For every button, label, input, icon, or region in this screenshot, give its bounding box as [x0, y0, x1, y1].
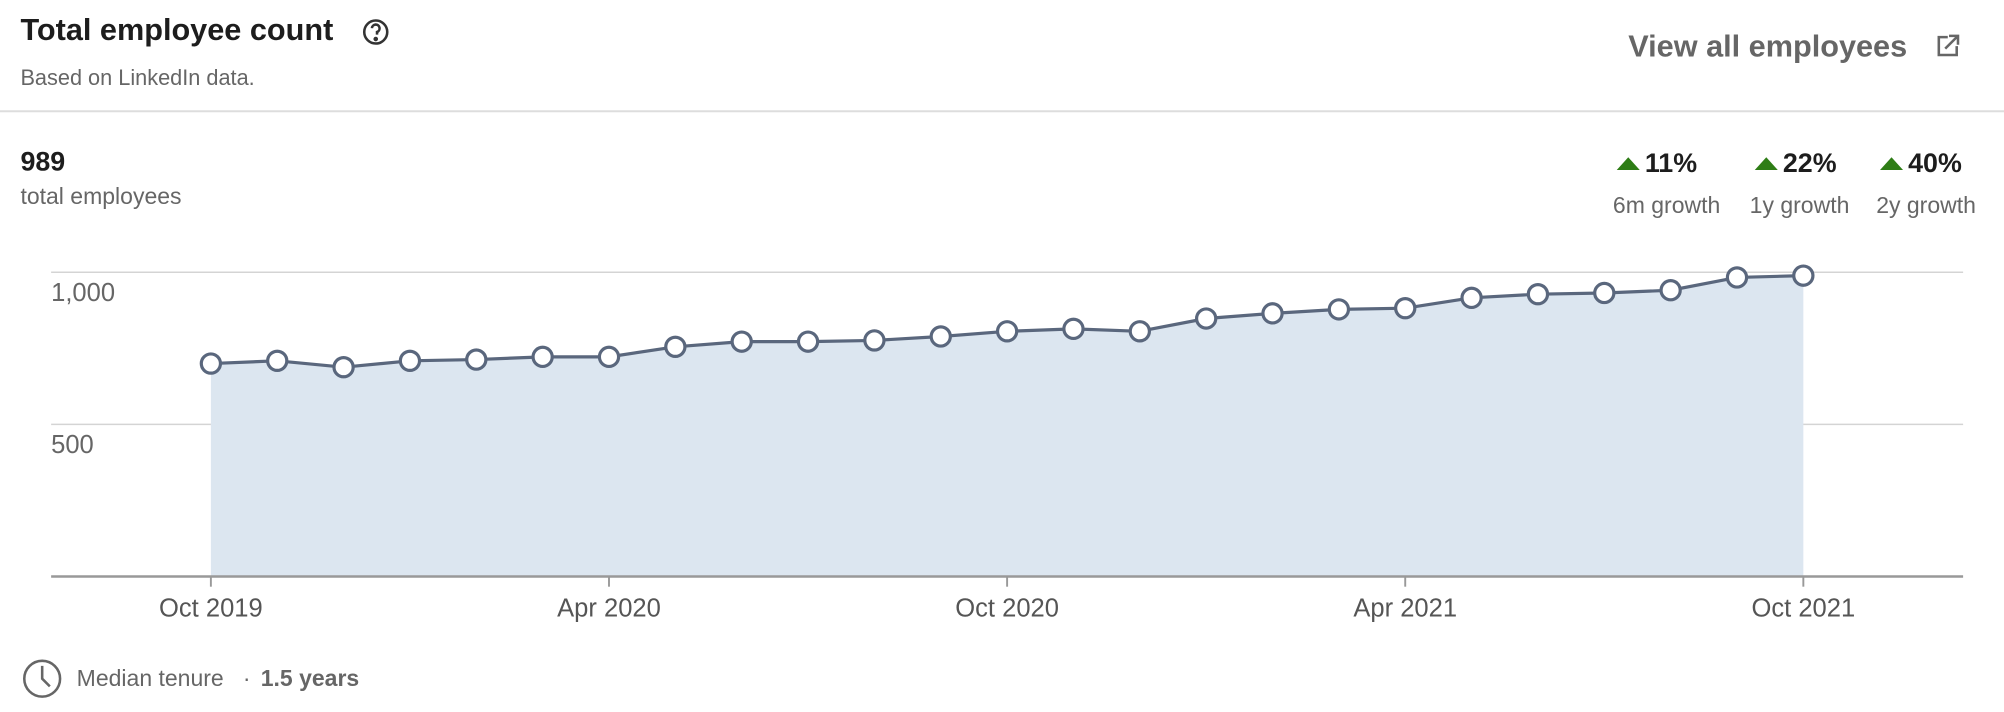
- external-link-icon[interactable]: [1937, 34, 1960, 57]
- point: [1526, 283, 1550, 306]
- x-tick-label: Oct 2019: [159, 594, 263, 622]
- x-tick-label: Apr 2020: [557, 594, 661, 622]
- point: [1062, 317, 1085, 341]
- point: [1460, 286, 1483, 310]
- x-tick-label: Oct 2021: [1752, 594, 1856, 622]
- point: [465, 348, 488, 371]
- point: [730, 330, 753, 353]
- clock-icon: [23, 659, 62, 698]
- point: [863, 329, 886, 352]
- point: [1128, 320, 1152, 343]
- growth-value: 22%: [1783, 148, 1837, 178]
- area: [210, 275, 1804, 577]
- point: [1659, 279, 1682, 302]
- point: [199, 352, 223, 375]
- point: [1593, 281, 1616, 305]
- point: [929, 325, 952, 348]
- subtitle: Based on LinkedIn data.: [20, 65, 254, 90]
- growth-value: 11%: [1645, 148, 1697, 178]
- growth-value: 40%: [1908, 148, 1962, 178]
- y-tick-label: 500: [51, 431, 94, 459]
- point: [1394, 296, 1417, 320]
- chart: 500 1,000 Oct 2019 Apr 2020 Oct 2020 Apr 2021…: [51, 264, 1964, 622]
- growth-period: 2y growth: [1876, 192, 1976, 218]
- y-tick-label: 1,000: [51, 279, 115, 307]
- growth-period: 6m growth: [1613, 192, 1720, 218]
- growth-triangles: [1616, 157, 1904, 171]
- point: [531, 345, 554, 369]
- point: [1261, 302, 1284, 325]
- footer-value: 1.5 years: [261, 665, 359, 691]
- point: [995, 320, 1019, 343]
- footer-separator: ·: [243, 665, 251, 691]
- point: [664, 335, 687, 358]
- x-tick-label: Apr 2021: [1353, 594, 1457, 622]
- point: [1792, 264, 1815, 287]
- title: Total employee count: [20, 13, 333, 47]
- view-all-link[interactable]: View all employees: [1628, 30, 1907, 64]
- total-label: total employees: [20, 183, 181, 209]
- point: [1194, 307, 1218, 330]
- point: [1725, 266, 1749, 289]
- help-icon[interactable]: [362, 19, 389, 45]
- point: [332, 356, 355, 379]
- point: [266, 349, 289, 372]
- point: [796, 330, 820, 353]
- total-count: 989: [20, 147, 65, 177]
- point: [398, 349, 422, 372]
- point: [1327, 298, 1351, 321]
- growth-period: 1y growth: [1750, 192, 1850, 218]
- footer-label: Median tenure: [77, 665, 224, 691]
- point: [597, 345, 621, 369]
- x-tick-label: Oct 2020: [955, 594, 1059, 622]
